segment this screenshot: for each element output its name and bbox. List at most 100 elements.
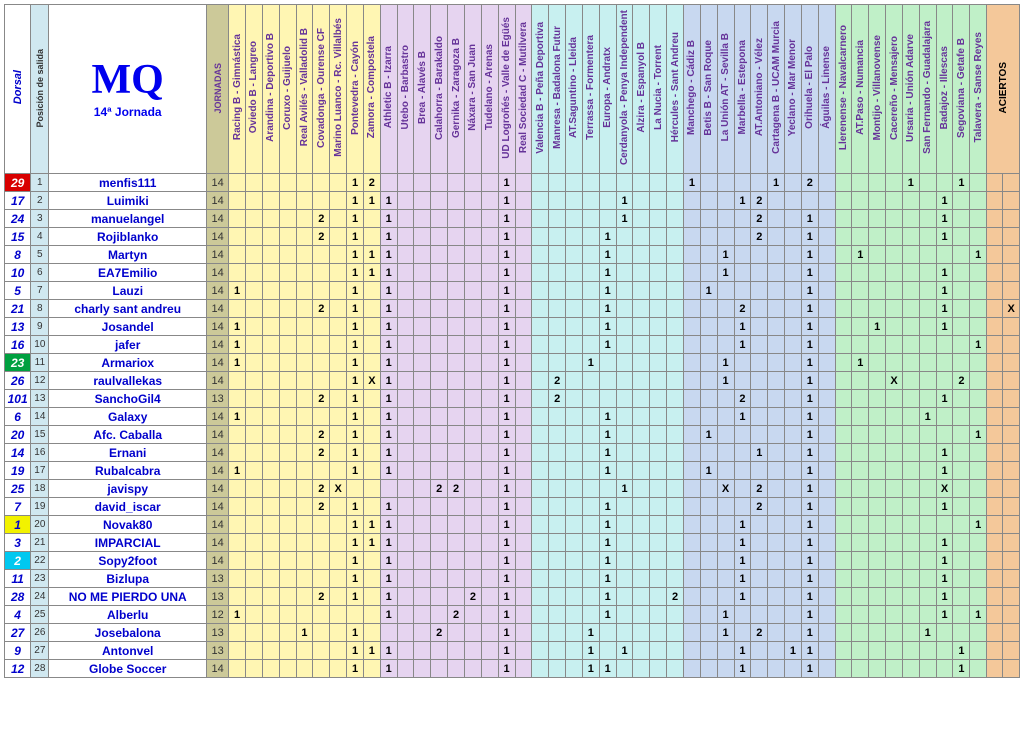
pick-cell: 1 — [734, 408, 751, 426]
name-cell: Sopy2foot — [49, 552, 207, 570]
pick-cell — [633, 570, 650, 588]
pick-cell — [886, 336, 903, 354]
pick-cell — [448, 552, 465, 570]
pick-cell — [296, 426, 313, 444]
pick-cell — [330, 516, 347, 534]
pick-cell — [279, 264, 296, 282]
pick-cell — [330, 228, 347, 246]
pick-cell: X — [886, 372, 903, 390]
pick-cell — [785, 174, 802, 192]
pick-cell: 1 — [717, 264, 734, 282]
pick-cell: 1 — [801, 534, 818, 552]
pick-cell: 1 — [347, 336, 364, 354]
pick-cell — [768, 642, 785, 660]
pick-cell — [818, 534, 835, 552]
aciertos-cell — [987, 174, 1003, 192]
pick-cell — [734, 480, 751, 498]
pick-cell — [785, 318, 802, 336]
pick-cell — [633, 192, 650, 210]
pick-cell — [785, 264, 802, 282]
pick-cell: 1 — [380, 336, 397, 354]
pick-cell — [717, 390, 734, 408]
pick-cell — [279, 642, 296, 660]
player-row: 1610jafer1411111111 — [5, 336, 1020, 354]
pick-cell — [768, 408, 785, 426]
pick-cell — [633, 390, 650, 408]
pick-cell — [549, 642, 566, 660]
pick-cell — [515, 642, 532, 660]
pick-cell — [650, 282, 667, 300]
pick-cell — [768, 246, 785, 264]
pick-cell — [936, 426, 953, 444]
pick-cell: 1 — [380, 192, 397, 210]
pick-cell — [650, 174, 667, 192]
hdr-match-1-1: Utebo - Barbastro — [397, 5, 414, 174]
pick-cell — [650, 318, 667, 336]
pick-cell — [566, 534, 583, 552]
hdr-match-0-6: Marino Luanco - Rc. Villalbés — [330, 5, 347, 174]
pick-cell — [246, 552, 263, 570]
pick-cell — [717, 660, 734, 678]
pick-cell — [852, 228, 869, 246]
pick-cell — [801, 192, 818, 210]
pick-cell — [886, 624, 903, 642]
pick-cell — [262, 570, 279, 588]
pick-cell — [414, 534, 431, 552]
pick-cell — [582, 246, 599, 264]
pick-cell: 2 — [313, 228, 330, 246]
pick-cell — [582, 408, 599, 426]
pick-cell — [683, 516, 700, 534]
pick-cell — [953, 606, 970, 624]
jor-cell: 14 — [206, 462, 228, 480]
pick-cell — [768, 534, 785, 552]
pick-cell: 2 — [465, 588, 482, 606]
pick-cell — [246, 624, 263, 642]
pick-cell — [683, 606, 700, 624]
pick-cell — [229, 588, 246, 606]
pick-cell — [768, 606, 785, 624]
aciertos-cell — [987, 498, 1003, 516]
pick-cell — [582, 300, 599, 318]
pick-cell: 1 — [363, 516, 380, 534]
hdr-match-2-0: Valencia B - Peña Deportiva — [532, 5, 549, 174]
pick-cell — [768, 588, 785, 606]
pick-cell — [970, 354, 987, 372]
x-cell — [1003, 498, 1020, 516]
pick-cell — [667, 192, 684, 210]
pick-cell: 1 — [380, 498, 397, 516]
pick-cell — [397, 480, 414, 498]
pick-cell — [262, 480, 279, 498]
pick-cell — [582, 192, 599, 210]
pick-cell — [683, 552, 700, 570]
name-cell: Josebalona — [49, 624, 207, 642]
pick-cell — [566, 444, 583, 462]
name-cell: Galaxy — [49, 408, 207, 426]
pick-cell — [869, 534, 886, 552]
pick-cell — [515, 408, 532, 426]
pick-cell — [566, 480, 583, 498]
pick-cell — [683, 210, 700, 228]
pos-cell: 8 — [31, 300, 49, 318]
pick-cell — [599, 390, 616, 408]
pick-cell — [818, 372, 835, 390]
pick-cell — [465, 282, 482, 300]
pick-cell — [515, 570, 532, 588]
pos-cell: 24 — [31, 588, 49, 606]
dorsal-cell: 5 — [5, 282, 31, 300]
pick-cell — [532, 534, 549, 552]
pick-cell — [532, 228, 549, 246]
dorsal-cell: 27 — [5, 624, 31, 642]
pick-cell — [936, 624, 953, 642]
pick-cell — [330, 552, 347, 570]
hdr-jornadas: JORNADAS — [206, 5, 228, 174]
name-cell: Antonvel — [49, 642, 207, 660]
pick-cell — [313, 264, 330, 282]
name-cell: raulvallekas — [49, 372, 207, 390]
pick-cell — [582, 606, 599, 624]
pick-cell — [599, 624, 616, 642]
pick-cell: 1 — [785, 642, 802, 660]
pick-cell — [667, 264, 684, 282]
pick-cell — [886, 174, 903, 192]
pick-cell: 1 — [599, 516, 616, 534]
pick-cell — [700, 534, 717, 552]
